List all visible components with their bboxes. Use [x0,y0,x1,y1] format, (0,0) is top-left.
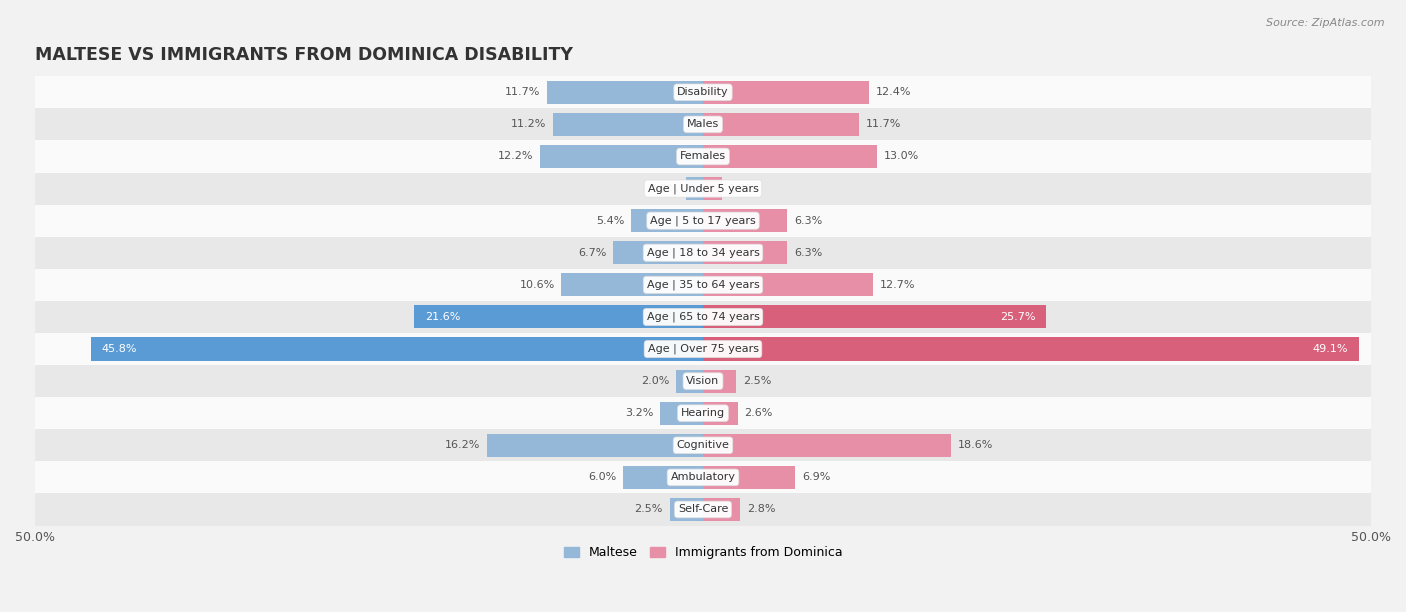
Text: 12.4%: 12.4% [876,88,911,97]
Bar [703,370,737,393]
Text: 49.1%: 49.1% [1313,344,1348,354]
Bar [613,241,703,264]
Text: 13.0%: 13.0% [883,152,918,162]
Text: Self-Care: Self-Care [678,504,728,515]
Text: 6.0%: 6.0% [588,472,616,482]
Bar [631,209,703,232]
Text: 2.5%: 2.5% [634,504,662,515]
Bar [686,177,703,200]
Text: Ambulatory: Ambulatory [671,472,735,482]
Bar [35,204,1371,237]
Text: 2.6%: 2.6% [744,408,773,418]
Text: Age | 18 to 34 years: Age | 18 to 34 years [647,247,759,258]
Bar [547,81,703,104]
Text: 25.7%: 25.7% [1000,312,1036,322]
Bar [703,401,738,425]
Text: 11.7%: 11.7% [866,119,901,129]
Bar [703,466,796,489]
Text: Age | Over 75 years: Age | Over 75 years [648,344,758,354]
Text: 16.2%: 16.2% [444,440,479,450]
Bar [35,429,1371,461]
Text: 6.3%: 6.3% [794,215,823,226]
Text: Vision: Vision [686,376,720,386]
Text: 21.6%: 21.6% [425,312,461,322]
Text: Age | 65 to 74 years: Age | 65 to 74 years [647,312,759,322]
Bar [35,76,1371,108]
Bar [35,333,1371,365]
Bar [35,269,1371,301]
Text: 11.2%: 11.2% [512,119,547,129]
Bar [35,140,1371,173]
Bar [703,177,721,200]
Bar [35,108,1371,140]
Text: 45.8%: 45.8% [101,344,138,354]
Bar [486,434,703,457]
Bar [561,274,703,296]
Text: Females: Females [681,152,725,162]
Bar [676,370,703,393]
Text: 6.3%: 6.3% [794,248,823,258]
Text: 1.4%: 1.4% [728,184,756,193]
Text: 1.3%: 1.3% [651,184,679,193]
Text: Source: ZipAtlas.com: Source: ZipAtlas.com [1267,18,1385,28]
Bar [540,145,703,168]
Text: Age | Under 5 years: Age | Under 5 years [648,184,758,194]
Bar [623,466,703,489]
Text: Males: Males [688,119,718,129]
Text: MALTESE VS IMMIGRANTS FROM DOMINICA DISABILITY: MALTESE VS IMMIGRANTS FROM DOMINICA DISA… [35,46,572,64]
Bar [91,337,703,360]
Text: 6.9%: 6.9% [801,472,830,482]
Bar [703,498,741,521]
Text: 3.2%: 3.2% [626,408,654,418]
Text: 18.6%: 18.6% [957,440,994,450]
Text: Disability: Disability [678,88,728,97]
Text: Cognitive: Cognitive [676,440,730,450]
Text: Age | 35 to 64 years: Age | 35 to 64 years [647,280,759,290]
Text: 2.8%: 2.8% [747,504,776,515]
Text: 11.7%: 11.7% [505,88,540,97]
Bar [703,145,877,168]
Text: 5.4%: 5.4% [596,215,624,226]
Bar [35,397,1371,429]
Bar [703,113,859,136]
Text: 12.7%: 12.7% [879,280,915,290]
Bar [35,301,1371,333]
Text: 12.2%: 12.2% [498,152,533,162]
Bar [661,401,703,425]
Text: Hearing: Hearing [681,408,725,418]
Bar [35,173,1371,204]
Text: 6.7%: 6.7% [578,248,607,258]
Bar [703,337,1360,360]
Bar [703,274,873,296]
Bar [35,365,1371,397]
Text: 2.0%: 2.0% [641,376,669,386]
Bar [35,493,1371,526]
Text: Age | 5 to 17 years: Age | 5 to 17 years [650,215,756,226]
Text: 2.5%: 2.5% [744,376,772,386]
Bar [35,237,1371,269]
Legend: Maltese, Immigrants from Dominica: Maltese, Immigrants from Dominica [558,541,848,564]
Bar [703,209,787,232]
Bar [415,305,703,329]
Bar [35,461,1371,493]
Text: 10.6%: 10.6% [519,280,555,290]
Bar [703,434,952,457]
Bar [703,241,787,264]
Bar [554,113,703,136]
Bar [669,498,703,521]
Bar [703,305,1046,329]
Bar [703,81,869,104]
